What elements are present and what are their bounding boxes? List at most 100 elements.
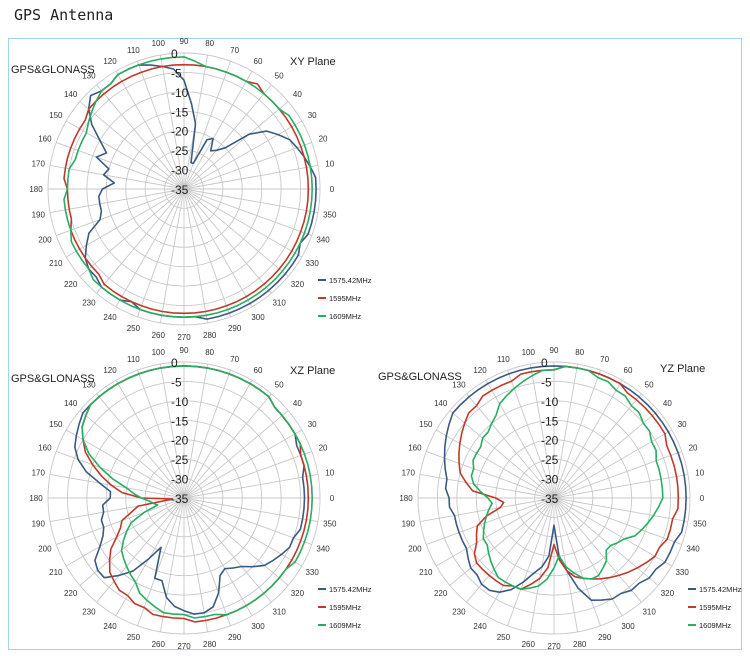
legend-label: 1575.42MHz	[699, 585, 742, 594]
grid-spoke	[49, 473, 185, 499]
radial-tick-label: 0	[541, 356, 548, 370]
angle-tick-label: 0	[330, 494, 335, 503]
angle-tick-label: 60	[624, 366, 633, 375]
angle-tick-label: 260	[152, 331, 166, 340]
angle-tick-label: 320	[291, 589, 305, 598]
angle-tick-label: 170	[32, 159, 46, 168]
grid-spoke	[96, 393, 185, 499]
grid-spoke	[79, 188, 185, 277]
grid-spoke	[553, 451, 682, 499]
grid-spoke	[183, 429, 303, 499]
angle-tick-label: 110	[127, 355, 140, 364]
grid-spoke	[183, 497, 253, 617]
grid-spoke	[183, 142, 312, 190]
grid-spoke	[435, 497, 555, 567]
grid-spoke	[553, 379, 623, 499]
grid-spoke	[553, 497, 623, 617]
angle-tick-label: 100	[152, 39, 166, 48]
radial-tick-label: -30	[171, 473, 189, 487]
angle-tick-label: 350	[323, 211, 337, 220]
angle-tick-label: 150	[49, 111, 63, 120]
angle-tick-label: 270	[547, 642, 561, 651]
radial-tick-label: -20	[171, 125, 189, 139]
grid-spoke	[137, 370, 185, 499]
series-line-1595MHz	[458, 365, 680, 591]
grid-spoke	[159, 188, 185, 324]
grid-spoke	[553, 497, 673, 567]
angle-tick-label: 340	[316, 236, 330, 245]
grid-spoke	[79, 101, 185, 190]
grid-spoke	[115, 188, 185, 308]
angle-tick-label: 140	[64, 90, 78, 99]
angle-tick-label: 30	[308, 420, 317, 429]
angle-tick-label: 130	[82, 72, 96, 81]
angle-tick-label: 210	[49, 568, 63, 577]
radial-tick-label: -5	[171, 66, 182, 80]
angle-tick-label: 280	[203, 640, 217, 649]
grid-spoke	[553, 393, 642, 499]
legend-label: 1595MHz	[329, 603, 361, 612]
grid-spoke	[183, 497, 209, 633]
angle-tick-label: 290	[598, 633, 612, 642]
grid-spoke	[65, 497, 185, 567]
chart-title: XZ Plane	[290, 365, 335, 377]
radial-tick-label: -10	[541, 395, 559, 409]
grid-spoke	[419, 473, 555, 499]
angle-tick-label: 190	[32, 520, 46, 529]
angle-tick-label: 350	[323, 520, 337, 529]
angle-tick-label: 40	[293, 90, 302, 99]
angle-tick-label: 200	[408, 545, 422, 554]
angle-tick-label: 240	[103, 622, 117, 631]
angle-tick-label: 90	[180, 346, 189, 355]
angle-tick-label: 10	[695, 468, 704, 477]
angle-tick-label: 300	[251, 622, 265, 631]
angle-tick-label: 10	[325, 159, 334, 168]
grid-spoke	[183, 188, 209, 324]
grid-spoke	[96, 84, 185, 190]
grid-spoke	[529, 363, 555, 499]
grid-spoke	[49, 188, 185, 214]
grid-spoke	[426, 497, 555, 545]
angle-tick-label: 70	[600, 355, 609, 364]
grid-spoke	[183, 363, 209, 499]
radial-tick-label: -20	[541, 434, 559, 448]
angle-tick-label: 220	[64, 280, 78, 289]
grid-spoke	[183, 497, 312, 545]
angle-tick-label: 140	[434, 399, 448, 408]
grid-spoke	[553, 497, 659, 586]
grid-spoke	[183, 370, 231, 499]
chart-subtitle: GPS&GLONASS	[11, 64, 95, 76]
angle-tick-label: 160	[38, 134, 52, 143]
angle-tick-label: 80	[575, 348, 584, 357]
series-line-1575.42MHz	[84, 64, 317, 320]
radial-tick-label: -15	[171, 414, 189, 428]
angle-tick-label: 230	[82, 298, 96, 307]
grid-spoke	[449, 497, 555, 586]
radial-tick-label: -30	[541, 473, 559, 487]
radial-tick-label: -10	[171, 395, 189, 409]
angle-tick-label: 110	[497, 355, 510, 364]
radial-tick-label: -30	[171, 164, 189, 178]
chart-title: YZ Plane	[660, 363, 705, 375]
grid-spoke	[183, 188, 312, 236]
grid-spoke	[435, 429, 555, 499]
grid-spoke	[553, 497, 682, 545]
grid-spoke	[159, 363, 185, 499]
grid-spoke	[56, 188, 185, 236]
angle-tick-label: 180	[29, 185, 43, 194]
angle-tick-label: 270	[177, 642, 191, 651]
angle-tick-label: 330	[305, 259, 319, 268]
grid-spoke	[137, 61, 185, 190]
radial-tick-label: -25	[541, 453, 559, 467]
radial-tick-label: -15	[541, 414, 559, 428]
angle-tick-label: 150	[419, 420, 433, 429]
angle-tick-label: 40	[293, 399, 302, 408]
grid-spoke	[115, 70, 185, 190]
grid-spoke	[183, 101, 289, 190]
legend-label: 1575.42MHz	[329, 585, 372, 594]
angle-tick-label: 310	[272, 607, 286, 616]
grid-spoke	[183, 188, 253, 308]
angle-tick-label: 190	[402, 520, 416, 529]
chart-title: XY Plane	[290, 56, 336, 68]
